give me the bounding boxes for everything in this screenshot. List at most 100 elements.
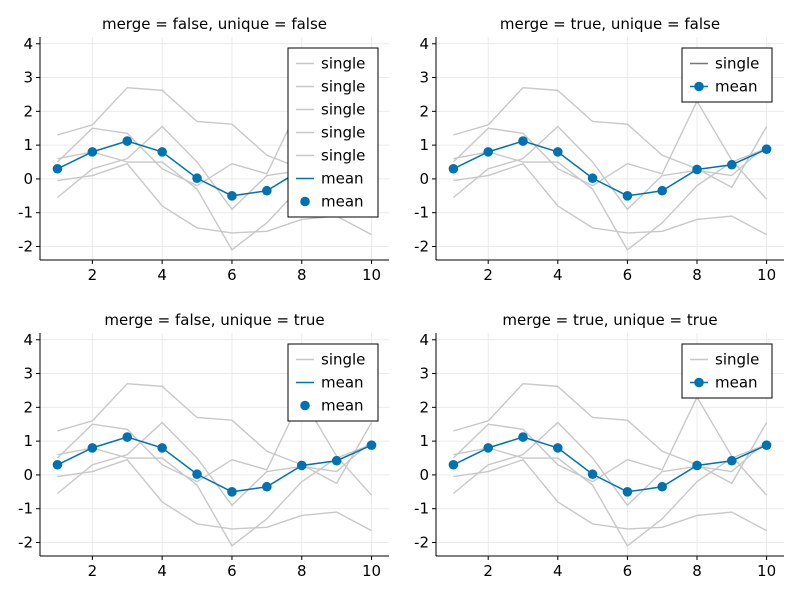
legend-entry-mean: mean	[690, 78, 758, 96]
y-tick-label: 2	[419, 398, 429, 416]
y-tick-label: 2	[23, 102, 33, 120]
mean-point	[157, 443, 167, 453]
legend-entry-mean: mean	[300, 397, 364, 415]
y-tick-label: 4	[419, 35, 429, 53]
legend-label: single	[321, 55, 365, 73]
single-series-line-5	[57, 459, 372, 532]
single-series-line-4	[57, 443, 372, 547]
legend-entry-single: single	[296, 101, 365, 119]
x-tick-label: 10	[757, 266, 776, 284]
mean-point	[761, 144, 772, 154]
x-tick-label: 4	[157, 266, 167, 284]
mean-point	[296, 460, 307, 471]
legend: single mean	[681, 47, 773, 103]
mean-point	[87, 443, 98, 453]
legend-entry-single: single	[296, 78, 365, 96]
y-tick-label: 3	[419, 365, 429, 383]
y-tick-label: 1	[23, 432, 33, 450]
y-tick-label: 0	[23, 170, 33, 188]
legend-entry-single: single	[296, 55, 365, 73]
mean-point	[622, 487, 633, 497]
legend-entry-mean: mean	[296, 170, 364, 188]
y-tick-label: 1	[419, 136, 429, 154]
mean-point	[518, 432, 528, 442]
panel-4: merge = true, unique = true -2 -1 0 1 2 3 4 2 4 6 8…	[414, 311, 784, 580]
y-tick-label: -2	[414, 237, 429, 255]
mean-point	[122, 432, 133, 442]
legend: single mean mean	[287, 343, 379, 422]
y-tick-label: 3	[23, 69, 33, 87]
mean-point	[657, 481, 667, 492]
mean-point	[262, 185, 272, 196]
mean-point	[52, 163, 63, 174]
mean-point	[331, 455, 342, 466]
mean-point	[727, 455, 737, 466]
x-tick-label: 10	[757, 562, 776, 580]
legend-swatch-marker	[694, 377, 704, 388]
legend-box	[681, 47, 773, 103]
legend-label: mean	[321, 193, 364, 211]
x-tick-label: 2	[483, 266, 493, 284]
x-tick-label: 6	[227, 266, 237, 284]
x-tick-label: 6	[227, 562, 237, 580]
y-tick-label: -2	[18, 533, 33, 551]
mean-series-line	[57, 436, 372, 493]
mean-point	[192, 173, 202, 184]
single-series-line-2	[452, 396, 768, 496]
panel-2: merge = true, unique = false -2 -1 0 1 2 3 4 2 4 6…	[414, 15, 784, 284]
x-tick-label: 6	[623, 266, 633, 284]
mean-point	[366, 440, 377, 450]
legend-label: single	[321, 101, 365, 119]
legend-label: mean	[321, 170, 364, 188]
x-tick-label: 6	[623, 562, 633, 580]
legend-label: single	[715, 351, 759, 369]
mean-point	[692, 164, 702, 175]
legend-label: single	[321, 78, 365, 96]
mean-series-line	[453, 140, 767, 197]
x-tick-label: 2	[88, 562, 98, 580]
legend-label: mean	[715, 374, 758, 392]
panel-3: merge = false, unique = true -2 -1 0 1 2 3 4 2 4 6…	[18, 311, 389, 580]
y-tick-label: -2	[414, 533, 429, 551]
panel-title: merge = false, unique = false	[102, 15, 327, 33]
single-series-line-2	[56, 396, 373, 496]
legend-swatch-marker	[300, 400, 310, 411]
single-series-line-1	[453, 86, 768, 189]
single-series-line-4	[453, 443, 767, 547]
mean-point	[483, 443, 494, 453]
mean-point	[553, 443, 563, 453]
single-series-line-5	[453, 163, 767, 236]
mean-point	[227, 191, 237, 201]
legend-label: single	[321, 147, 365, 165]
x-tick-label: 8	[692, 562, 702, 580]
x-tick-label: 4	[157, 562, 167, 580]
x-tick-label: 4	[553, 562, 563, 580]
y-tick-label: 4	[419, 331, 429, 349]
y-tick-label: 0	[23, 466, 33, 484]
legend-swatch-marker	[694, 81, 704, 92]
single-series-line-5	[453, 459, 767, 532]
mean-point	[622, 191, 633, 201]
legend: single mean	[681, 343, 773, 399]
legend-entry-single: single	[296, 147, 365, 165]
mean-point	[52, 459, 63, 470]
legend-label: single	[321, 351, 365, 369]
x-tick-label: 2	[88, 266, 98, 284]
mean-point	[553, 147, 563, 157]
panel-title: merge = false, unique = true	[104, 311, 324, 329]
mean-point	[727, 159, 737, 170]
mean-point	[483, 147, 494, 157]
single-series-line-4	[453, 147, 767, 251]
legend-label: mean	[321, 397, 364, 415]
legend-label: single	[321, 124, 365, 142]
y-tick-label: 4	[23, 331, 33, 349]
x-tick-label: 10	[362, 562, 381, 580]
single-series-line-1	[453, 382, 768, 485]
legend-entry-mean: mean	[690, 374, 758, 392]
mean-point	[587, 173, 598, 184]
legend-entry-mean: mean	[296, 374, 364, 392]
single-series-line-5	[57, 163, 372, 236]
mean-point	[692, 460, 702, 471]
mean-point	[227, 487, 237, 497]
